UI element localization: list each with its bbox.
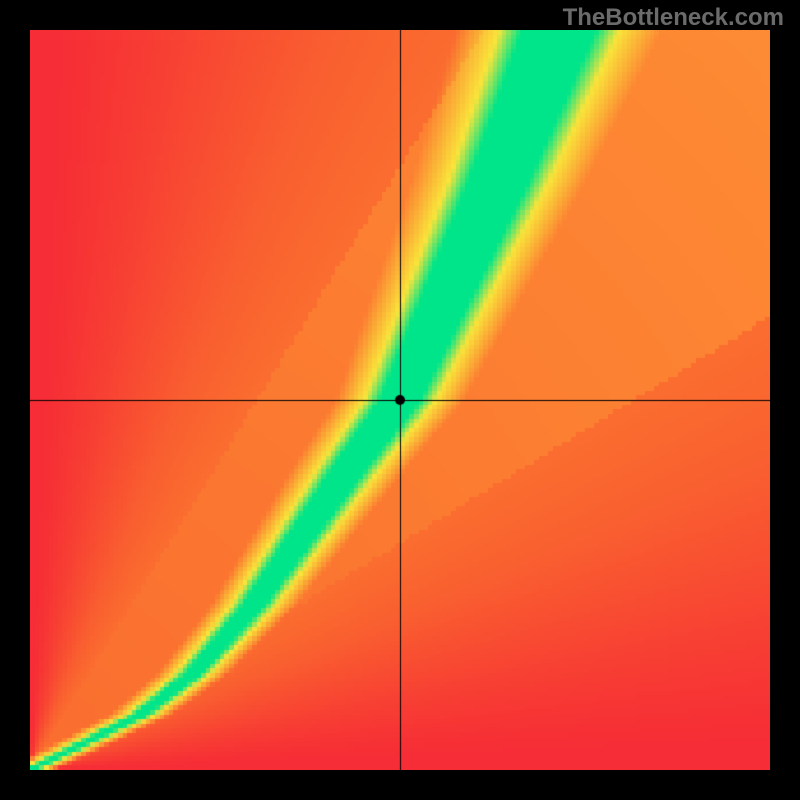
bottleneck-heatmap (30, 30, 770, 770)
watermark-text: TheBottleneck.com (563, 4, 784, 32)
chart-container: TheBottleneck.com (0, 0, 800, 800)
